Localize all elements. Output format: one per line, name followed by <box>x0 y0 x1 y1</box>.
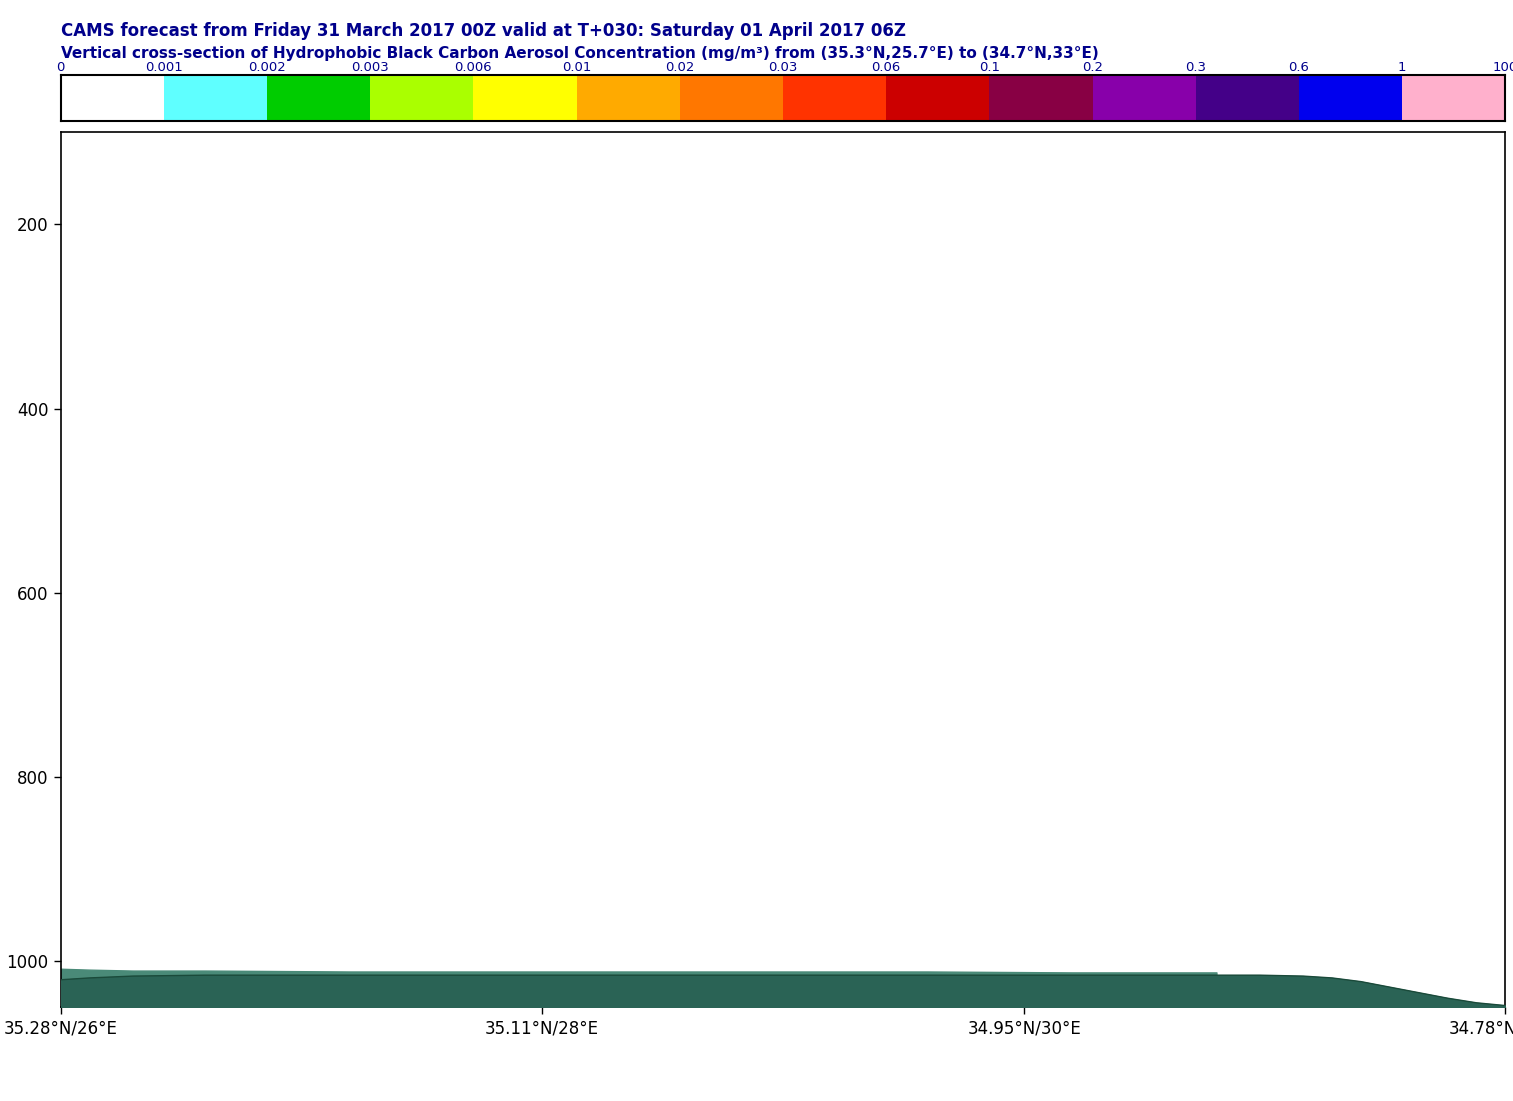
Text: 0.01: 0.01 <box>561 61 592 74</box>
Bar <box>887 75 990 121</box>
Bar <box>1403 75 1505 121</box>
Text: 0.06: 0.06 <box>871 61 900 74</box>
Text: 0.006: 0.006 <box>454 61 492 74</box>
Bar <box>266 75 371 121</box>
Text: 0.3: 0.3 <box>1185 61 1206 74</box>
Bar <box>371 75 474 121</box>
Text: 0.001: 0.001 <box>145 61 183 74</box>
Text: 0.1: 0.1 <box>979 61 1000 74</box>
Bar <box>679 75 784 121</box>
Text: 100: 100 <box>1493 61 1513 74</box>
Bar <box>163 75 266 121</box>
Text: 0.003: 0.003 <box>351 61 389 74</box>
Text: 0.6: 0.6 <box>1289 61 1309 74</box>
Text: 0.02: 0.02 <box>666 61 694 74</box>
Text: 0.2: 0.2 <box>1082 61 1103 74</box>
Text: CAMS forecast from Friday 31 March 2017 00Z valid at T+030: Saturday 01 April 20: CAMS forecast from Friday 31 March 2017 … <box>61 22 905 40</box>
Bar <box>1300 75 1403 121</box>
Bar <box>990 75 1092 121</box>
Bar <box>1195 75 1300 121</box>
Text: 1: 1 <box>1398 61 1407 74</box>
Text: 0: 0 <box>56 61 65 74</box>
Text: 0.03: 0.03 <box>769 61 797 74</box>
Bar <box>576 75 679 121</box>
Text: 0.002: 0.002 <box>248 61 286 74</box>
Bar <box>61 75 163 121</box>
Bar <box>784 75 887 121</box>
Bar <box>474 75 576 121</box>
Bar <box>1092 75 1195 121</box>
Text: Vertical cross-section of Hydrophobic Black Carbon Aerosol Concentration (mg/m³): Vertical cross-section of Hydrophobic Bl… <box>61 46 1098 62</box>
